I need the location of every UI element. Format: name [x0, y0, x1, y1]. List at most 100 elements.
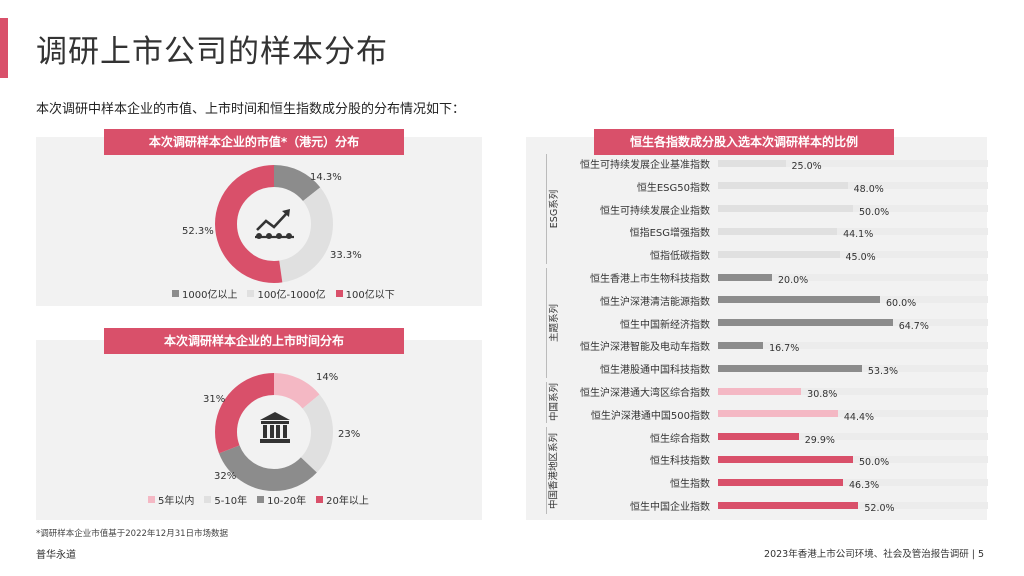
bar-label: 恒生中国企业指数	[630, 502, 710, 513]
bar-label: 恒生沪深港通中国500指数	[590, 410, 710, 422]
market-cap-label-2: 33.3%	[330, 250, 362, 261]
bar-value-label: 48.0%	[853, 183, 884, 195]
bar-track	[718, 159, 988, 167]
bar-value-label: 50.0%	[859, 457, 890, 469]
bar-track	[718, 433, 988, 441]
bar	[718, 159, 786, 167]
market-cap-donut	[215, 165, 333, 283]
bar-label: 恒生香港上市生物科技指数	[590, 274, 710, 285]
bar-track	[718, 273, 988, 281]
bar-value-label: 44.1%	[843, 229, 874, 241]
market-cap-legend: 1000亿以上 100亿-1000亿 100亿以下	[172, 286, 395, 301]
bar	[718, 341, 764, 349]
bar-label: 恒指ESG增强指数	[629, 228, 710, 240]
bar-label: 恒生港股通中国科技指数	[600, 365, 710, 377]
bar-label: 恒生综合指数	[650, 433, 710, 445]
bar	[718, 455, 853, 463]
bar-value-label: 25.0%	[791, 161, 822, 172]
bar-label: 恒生ESG50指数	[636, 182, 710, 194]
bar	[718, 250, 840, 258]
donut-slice-3	[215, 165, 333, 283]
donut-slice-3	[215, 373, 333, 491]
bar-label: 恒生沪深港通大湾区综合指数	[580, 388, 710, 399]
bar-label: 恒生可持续发展企业指数	[600, 205, 710, 217]
group-label: 主题系列	[549, 303, 560, 342]
legend-item: 1000亿以上	[172, 286, 237, 301]
bar-value-label: 20.0%	[778, 275, 809, 286]
legend-item: 10-20年	[257, 492, 306, 507]
bar-track	[718, 387, 988, 395]
bar	[718, 410, 838, 418]
index-ratio-heading: 恒生各指数成分股入选本次调研样本的比例	[594, 129, 894, 155]
listing-time-label-4: 31%	[203, 394, 226, 405]
donut-slice-2	[215, 165, 333, 283]
bar	[718, 205, 853, 213]
bar-value-label: 50.0%	[859, 206, 890, 218]
bar-value-label: 46.3%	[849, 480, 880, 492]
legend-item: 100亿以下	[335, 286, 395, 301]
bar-track	[718, 227, 988, 235]
legend-item: 5年以内	[148, 492, 194, 507]
group-divider	[546, 381, 547, 424]
bar	[718, 387, 802, 395]
bar-track	[718, 478, 988, 486]
bar-label: 恒生中国新经济指数	[620, 319, 710, 331]
title-accent-bar	[0, 18, 8, 78]
bar	[718, 501, 859, 509]
chart-trend-icon	[255, 209, 294, 239]
bar-label: 恒生指数	[670, 479, 710, 491]
bar-track	[718, 410, 988, 418]
bar-value-label: 16.7%	[769, 343, 800, 355]
bar-label: 恒生沪深港清洁能源指数	[600, 296, 710, 308]
bar-label: 恒生可持续发展企业基准指数	[580, 160, 710, 171]
page-title: 调研上市公司的样本分布	[36, 34, 388, 70]
legend-item: 20年以上	[316, 492, 369, 507]
bar	[718, 227, 838, 235]
group-label: 中国系列	[548, 383, 560, 422]
listing-time-label-2: 23%	[338, 429, 361, 440]
bar-value-label: 64.7%	[898, 320, 929, 332]
bar-value-label: 53.3%	[867, 366, 899, 378]
bar-value-label: 60.0%	[886, 297, 917, 309]
listing-time-label-1: 14%	[316, 372, 339, 383]
bar	[718, 364, 862, 372]
bar	[718, 182, 848, 190]
group-divider	[546, 267, 547, 378]
market-cap-heading: 本次调研样本企业的市值*（港元）分布	[104, 129, 404, 155]
bar-track	[718, 182, 988, 190]
listing-time-heading: 本次调研样本企业的上市时间分布	[104, 328, 404, 354]
bar-value-label: 44.4%	[843, 411, 875, 423]
bar-value-label: 52.0%	[864, 503, 895, 514]
legend-item: 5-10年	[204, 492, 247, 507]
bank-building-icon	[260, 412, 290, 443]
listing-time-panel	[36, 340, 482, 520]
group-label: ESG系列	[549, 189, 560, 228]
group-divider	[546, 427, 547, 515]
bar-value-label: 45.0%	[845, 252, 876, 264]
bar	[718, 296, 880, 304]
bar	[718, 478, 843, 486]
market-cap-label-3: 52.3%	[182, 226, 214, 237]
listing-time-label-3: 32%	[214, 471, 237, 482]
group-divider	[546, 153, 547, 264]
bar-track	[718, 205, 988, 213]
bar	[718, 433, 799, 441]
listing-time-legend: 5年以内 5-10年 10-20年 20年以上	[148, 492, 369, 507]
bar-label: 恒指低碳指数	[650, 251, 710, 263]
bar	[718, 319, 893, 327]
bar-track	[718, 455, 988, 463]
bar-value-label: 29.9%	[804, 434, 835, 446]
bar-label: 恒生沪深港智能及电动车指数	[580, 342, 710, 354]
listing-time-donut	[215, 373, 333, 491]
page-subtitle: 本次调研中样本企业的市值、上市时间和恒生指数成分股的分布情况如下：	[36, 102, 466, 117]
bar-track	[718, 341, 988, 349]
group-label: 中国香港地区系列	[548, 432, 560, 509]
bar-value-label: 30.8%	[807, 389, 838, 400]
brand-name: 普华永道	[36, 550, 76, 561]
footer-report-title: 2023年香港上市公司环境、社会及管治报告调研 | 5	[764, 549, 984, 560]
donut-slice-2	[215, 373, 333, 491]
footnote: *调研样本企业市值基于2022年12月31日市场数据	[36, 529, 229, 539]
bar-track	[718, 250, 988, 258]
legend-item: 100亿-1000亿	[247, 286, 326, 301]
bar	[718, 273, 772, 281]
